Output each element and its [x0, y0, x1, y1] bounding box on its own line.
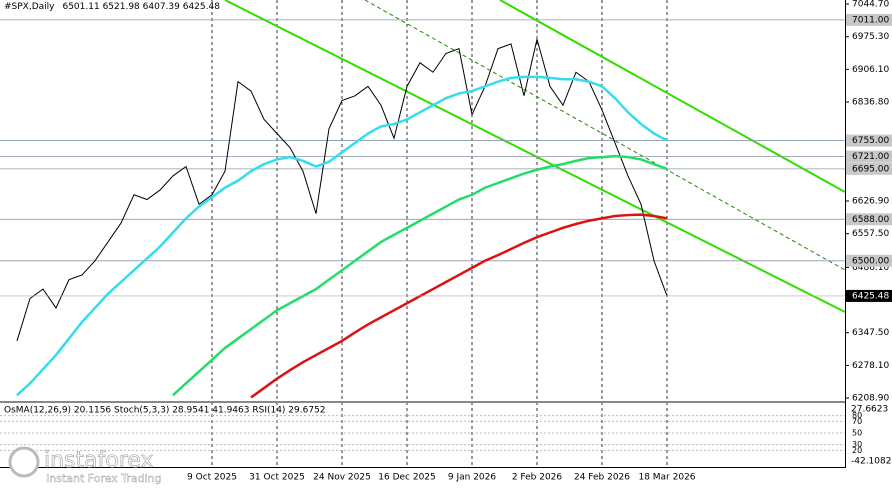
y-tick-label: 6626.90 — [852, 196, 889, 206]
y-tick-label: 6486.10 — [852, 263, 889, 273]
price-level-box — [846, 13, 892, 26]
price-level-box — [846, 254, 892, 267]
last-price-label: 6425.48 — [852, 291, 889, 301]
price-level-label: 6500.00 — [852, 256, 889, 266]
indicator-level-label: 50 — [852, 429, 862, 438]
panel-divider — [0, 401, 845, 403]
logo-icon — [8, 446, 40, 478]
price-line — [16, 39, 668, 342]
indicator-text: OsMA(12,26,9) 20.1156 Stoch(5,3,3) 28.95… — [4, 406, 326, 416]
ohlc: 6501.11 6521.98 6407.39 6425.48 — [62, 2, 220, 12]
x-tick-label: 24 Nov 2025 — [313, 473, 371, 483]
price-level-box — [846, 162, 892, 175]
x-tick-label: 24 Feb 2026 — [574, 473, 630, 483]
last-price-box — [846, 289, 892, 302]
x-tick-label: 9 Jan 2026 — [448, 473, 496, 483]
trend-line — [364, 0, 846, 271]
price-level-label: 6721.00 — [852, 152, 889, 162]
x-tick-label: 9 Oct 2025 — [187, 473, 237, 483]
price-level-box — [846, 134, 892, 147]
logo-name: instaforex — [44, 448, 154, 473]
x-tick-label: 31 Oct 2025 — [249, 473, 305, 483]
price-level-box — [846, 150, 892, 163]
symbol: #SPX,Daily — [4, 2, 55, 12]
y-tick-label: 7044.70 — [852, 0, 889, 10]
x-tick-label: 2 Feb 2026 — [512, 473, 563, 483]
x-tick-label: 16 Dec 2025 — [378, 473, 436, 483]
y-tick-label: 6836.80 — [852, 98, 889, 108]
y-tick-label: 6208.90 — [852, 394, 889, 404]
indicator-level-label: 70 — [852, 417, 862, 426]
price-level-label: 7011.00 — [852, 15, 889, 25]
moving-average — [16, 75, 668, 397]
moving-average — [250, 213, 668, 399]
x-tick-label: 18 Mar 2026 — [638, 473, 695, 483]
moving-average — [172, 154, 668, 397]
indicator-max: 27.6623 — [851, 405, 888, 415]
indicator-level-label: 30 — [852, 440, 862, 449]
price-level-label: 6588.00 — [852, 215, 889, 225]
y-tick-label: 6975.30 — [852, 32, 889, 42]
chart-header: #SPX,Daily 6501.11 6521.98 6407.39 6425.4… — [4, 2, 220, 12]
indicator-level-label: 20 — [852, 446, 862, 455]
indicator-level-label: 80 — [852, 411, 862, 420]
time-axis-border — [0, 467, 845, 468]
price-level-label: 6695.00 — [852, 164, 889, 174]
y-tick-label: 6906.10 — [852, 65, 889, 75]
price-level-box — [846, 213, 892, 226]
y-tick-label: 6278.10 — [852, 361, 889, 371]
trend-line — [499, 0, 846, 193]
indicator-panel — [0, 415, 845, 451]
y-tick-label: 6347.50 — [852, 328, 889, 338]
logo-tagline: Instant Forex Trading — [46, 472, 162, 485]
price-level-label: 6755.00 — [852, 136, 889, 146]
logo: instaforex Instant Forex Trading — [8, 446, 162, 485]
trend-line — [224, 0, 846, 313]
indicator-min: -42.1082 — [851, 457, 891, 467]
price-plot — [0, 19, 845, 399]
y-tick-label: 6557.50 — [852, 229, 889, 239]
